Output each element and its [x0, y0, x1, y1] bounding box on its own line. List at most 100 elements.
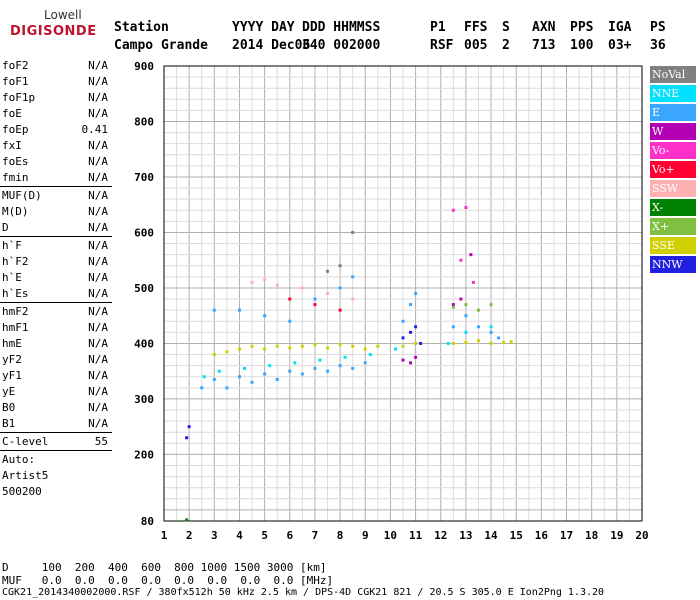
data-point-e	[351, 275, 355, 279]
header-row2-cell: 2014 Dec06	[232, 38, 311, 53]
param-value: N/A	[88, 385, 108, 398]
param-value: N/A	[88, 171, 108, 184]
data-point-nnw	[409, 330, 413, 334]
data-point-e	[464, 314, 468, 318]
data-point-nne	[243, 366, 247, 370]
distance-row: D 100 200 400 600 800 1000 1500 3000 [km…	[2, 561, 327, 574]
param-row: yF2 N/A	[0, 352, 112, 368]
data-point-e	[237, 375, 241, 379]
param-row: h`F N/A	[0, 238, 112, 254]
y-tick-label: 900	[134, 60, 154, 73]
x-tick-label: 15	[510, 529, 523, 542]
x-tick-label: 18	[585, 529, 598, 542]
data-point-nne	[217, 369, 221, 373]
data-point-e	[451, 325, 455, 329]
header-row1-cell: DDD HHMMSS	[302, 20, 381, 35]
param-row: yF1 N/A	[0, 368, 112, 384]
x-tick-label: 9	[362, 529, 369, 542]
param-name: M(D)	[2, 205, 29, 218]
param-value: N/A	[88, 59, 108, 72]
data-point-sse	[363, 347, 367, 351]
x-tick-label: 1	[161, 529, 168, 542]
param-value: N/A	[88, 417, 108, 430]
param-name: Auto:	[2, 453, 36, 466]
data-point-e	[401, 319, 405, 323]
param-name: B1	[2, 417, 16, 430]
legend-item: SSE	[650, 237, 696, 254]
param-value: 0.41	[81, 123, 109, 136]
data-point-sse	[338, 343, 342, 347]
data-point-sse	[476, 339, 480, 343]
param-separator	[0, 432, 112, 433]
x-tick-label: 20	[635, 529, 648, 542]
y-tick-label: 80	[141, 515, 154, 528]
data-point-e	[338, 364, 342, 368]
data-point-sse	[288, 346, 292, 350]
data-point-noval	[351, 230, 355, 234]
header-row2-cell: 36	[650, 38, 666, 53]
data-point-sse	[489, 341, 493, 345]
data-point-e	[288, 369, 292, 373]
legend-item: W	[650, 123, 696, 140]
header-row2-cell: 340 002000	[302, 38, 381, 53]
data-point-e	[300, 372, 304, 376]
param-value: N/A	[88, 401, 108, 414]
data-point-w	[459, 297, 463, 301]
data-point-sse	[414, 341, 418, 345]
param-row: foF2 N/A	[0, 58, 112, 74]
data-point-nne	[268, 364, 272, 368]
data-point-vo	[471, 280, 475, 284]
header-row1-cell: YYYY DAY	[232, 20, 295, 35]
data-point-nnw	[187, 425, 191, 429]
muf-row: MUF 0.0 0.0 0.0 0.0 0.0 0.0 0.0 0.0 [MHz…	[2, 574, 334, 587]
data-point-vo	[451, 208, 455, 212]
y-tick-label: 500	[134, 282, 154, 295]
data-point-sse	[212, 353, 216, 357]
x-tick-label: 3	[211, 529, 218, 542]
param-separator	[0, 302, 112, 303]
param-name: fxI	[2, 139, 22, 152]
header-row1-cell: PPS	[570, 20, 594, 35]
param-separator	[0, 236, 112, 237]
data-point-e	[263, 372, 267, 376]
param-name: foE	[2, 107, 22, 120]
plot-frame	[163, 65, 643, 522]
param-name: MUF(D)	[2, 189, 42, 202]
data-point-nne	[368, 353, 372, 357]
param-value: N/A	[88, 369, 108, 382]
param-row: fmin N/A	[0, 170, 112, 186]
param-name: hmE	[2, 337, 22, 350]
param-row: MUF(D) N/A	[0, 188, 112, 204]
x-tick-label: 19	[610, 529, 623, 542]
param-name: C-level	[2, 435, 49, 448]
x-tick-label: 7	[312, 529, 319, 542]
param-value: N/A	[88, 205, 108, 218]
data-point-ssw	[263, 278, 267, 282]
x-tick-label: 5	[261, 529, 268, 542]
param-row: foEp 0.41	[0, 122, 112, 138]
param-value: N/A	[88, 337, 108, 350]
data-point-w	[409, 361, 413, 365]
param-row: yE N/A	[0, 384, 112, 400]
data-point-sse	[451, 341, 455, 345]
param-name: foF1	[2, 75, 29, 88]
y-tick-label: 700	[134, 171, 154, 184]
data-point-x	[451, 305, 455, 309]
data-point-ssw	[250, 280, 254, 284]
param-value: N/A	[88, 353, 108, 366]
data-point-sse	[300, 344, 304, 348]
data-point-e	[363, 361, 367, 365]
data-point-w	[401, 358, 405, 362]
data-point-sse	[326, 346, 330, 350]
param-name: hmF1	[2, 321, 29, 334]
param-row: Auto:	[0, 452, 112, 468]
param-name: foF2	[2, 59, 29, 72]
param-row: M(D) N/A	[0, 204, 112, 220]
data-point-e	[489, 330, 493, 334]
data-point-sse	[237, 347, 241, 351]
param-row: hmE N/A	[0, 336, 112, 352]
header-row1-cell: P1	[430, 20, 446, 35]
header-row2-cell: 100	[570, 38, 594, 53]
data-point-noval	[338, 264, 342, 268]
legend-item: NNW	[650, 256, 696, 273]
